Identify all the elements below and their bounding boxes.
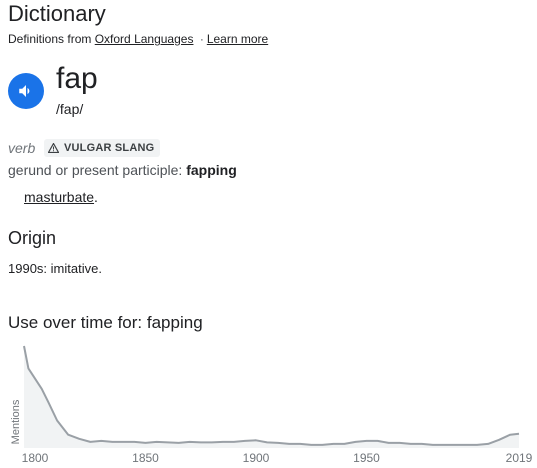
usage-label-text: VULGAR SLANG xyxy=(64,142,155,154)
oxford-languages-link[interactable]: Oxford Languages xyxy=(94,32,194,46)
dictionary-title: Dictionary xyxy=(8,1,106,26)
chart-x-axis: 1800 1850 1900 1950 2019 xyxy=(22,451,533,465)
definition-link[interactable]: masturbate xyxy=(24,189,95,205)
source-line: Definitions from Oxford Languages · Learn… xyxy=(8,31,268,47)
x-tick-label-1850: 1850 xyxy=(132,451,159,465)
speaker-icon xyxy=(19,85,30,97)
chart-y-axis-label: Mentions xyxy=(10,399,22,444)
definition: masturbate. xyxy=(24,188,98,206)
definition-suffix: . xyxy=(94,189,98,205)
usage-line xyxy=(23,345,520,446)
pronunciation: /fap/ xyxy=(56,101,84,117)
part-of-speech: verb xyxy=(8,140,36,156)
warning-icon xyxy=(48,143,59,153)
inflection-value: fapping xyxy=(186,162,237,178)
usage-over-time-chart: Mentions 1800 1850 1900 1950 2019 xyxy=(10,345,533,465)
usage-label-badge: VULGAR SLANG xyxy=(44,139,161,157)
x-tick-label-1800: 1800 xyxy=(22,451,49,465)
source-separator: · xyxy=(199,32,204,46)
inflection-label: gerund or present participle: xyxy=(8,162,183,178)
x-tick-label-1900: 1900 xyxy=(243,451,270,465)
usage-over-time-heading: Use over time for: fapping xyxy=(8,313,203,332)
pronunciation-audio-button[interactable] xyxy=(8,73,44,109)
inflection: gerund or present participle: fapping xyxy=(8,161,237,179)
origin-heading: Origin xyxy=(8,228,57,248)
headword: fap xyxy=(56,62,98,95)
usage-area-fill xyxy=(24,346,519,448)
x-tick-label-2019: 2019 xyxy=(506,451,533,465)
origin-text: 1990s: imitative. xyxy=(8,261,102,276)
learn-more-link[interactable]: Learn more xyxy=(206,32,269,46)
source-prefix: Definitions from xyxy=(8,32,92,46)
x-tick-label-1950: 1950 xyxy=(353,451,380,465)
